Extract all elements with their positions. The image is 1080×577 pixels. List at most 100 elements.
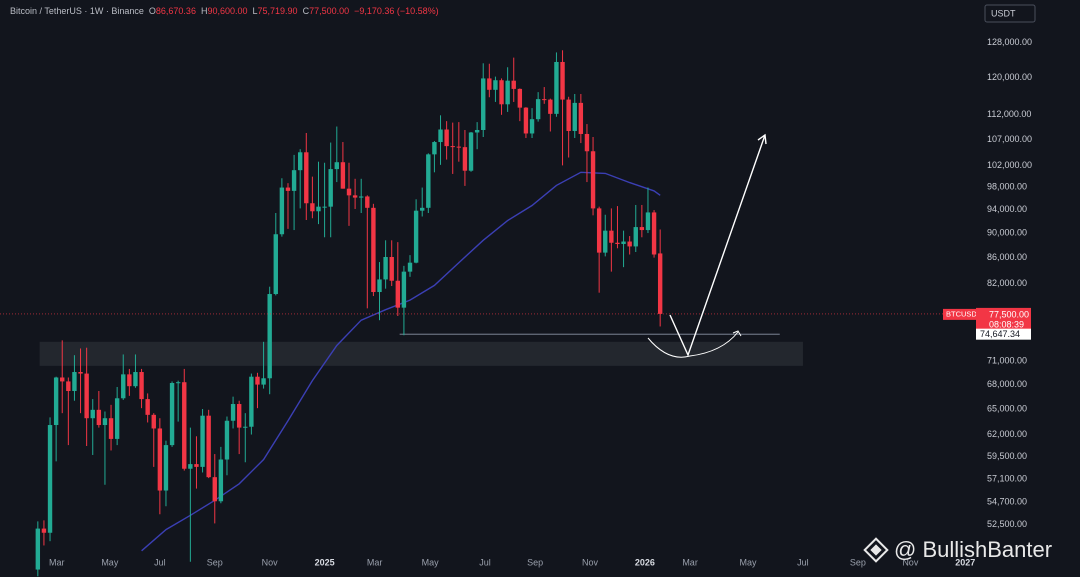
x-tick-label: 2027 [955,557,975,567]
x-tick-label: Sep [850,557,866,567]
y-tick-label: 128,000.00 [987,37,1032,47]
ohlc-value: 75,719.90 [257,6,298,16]
arrow-head [757,133,767,145]
candle-body [66,381,71,391]
candle-body [102,418,108,426]
candle-body [291,170,297,191]
candle-body [285,187,291,191]
watermark-text: @ BullishBanter [894,537,1052,562]
candle-body [328,169,333,207]
candle-body [53,377,59,426]
y-tick-label: 98,000.00 [987,181,1027,191]
candle-body [47,425,53,533]
ohlc-letter: O [148,6,156,16]
candle-body [182,382,187,469]
level-tag-text: 74,647.34 [980,329,1020,339]
candle-body [468,132,474,171]
candle-body [194,464,199,467]
candle-body [279,187,285,235]
candle-body [511,80,516,89]
candle-body [145,399,150,415]
y-tick-label: 86,000.00 [987,252,1027,262]
candle-body [474,129,480,133]
drawing-arrows [647,133,767,358]
arrow-head [732,330,742,337]
candle-body [133,372,138,387]
symbol-title: Bitcoin / TetherUS · 1W · Binance [10,6,144,16]
candle-body [108,418,114,439]
candle-body [566,99,571,131]
candle-body [157,428,163,491]
currency[interactable]: USDT [991,8,1016,18]
candle-body [230,404,236,421]
candle-body [297,152,303,171]
ohlc-letter: H [200,6,208,16]
candle-body [401,271,407,308]
x-tick-label: May [422,557,440,567]
level-tag [976,328,1031,340]
candle-body [310,203,315,212]
ohlc-value: 86,670.36 [155,6,196,16]
candle-body [420,207,425,211]
candle-body [383,257,388,280]
candle-body [584,133,590,152]
ohlc-letter: L [252,6,258,16]
candle-body [236,404,242,428]
curve-arrow [647,331,739,358]
moving-average [141,171,661,552]
y-tick-label: 120,000.00 [987,72,1032,82]
candle-body [413,210,419,263]
candle-body [481,78,486,130]
candle-body [78,372,83,374]
candle-body [249,376,254,427]
candle-body [218,459,224,502]
candle-body [627,241,632,247]
x-tick-label: May [740,557,758,567]
x-tick-label: 2025 [315,557,335,567]
plot-area: 128,000.00 120,000.00 112,000.00 107,000.00… [0,37,1032,577]
x-tick-label: Sep [527,557,543,567]
candle-body [645,212,651,231]
candle-body [96,409,102,426]
candle-body [548,99,553,114]
y-tick-label: 68,000.00 [987,379,1027,389]
candle-body [517,88,523,108]
x-tick-label: Jul [154,557,166,567]
candle-body [163,445,169,491]
candle-body [255,376,260,385]
candle-body [523,107,529,134]
x-tick-label: Mar [682,557,698,567]
candle-body [633,227,638,247]
countdown: 08:08:39 [989,319,1024,329]
x-tick-label: Jul [479,557,491,567]
y-tick-label: 62,000.00 [987,429,1027,439]
x-tick-label: Mar [367,557,383,567]
candle-body [114,398,120,439]
candle-body [554,61,559,114]
price-tag-value: 77,500.00 [989,309,1029,319]
candle-body [371,207,376,293]
candle-body [151,414,156,429]
candle-body [590,151,596,209]
x-tick-label: Nov [262,557,279,567]
x-tick-label: Jul [797,557,809,567]
currency-box[interactable] [984,4,1036,23]
candle-body [426,154,431,208]
y-tick-label: 59,500.00 [987,451,1027,461]
symbol-tag [943,308,976,320]
candle-body [261,378,266,385]
candle-body [359,196,364,198]
candle-body [334,162,339,170]
candle-body [188,464,193,469]
ohlc-letter: C [302,6,310,16]
candle-body [35,528,41,570]
candle-body [267,294,272,379]
support-zone [39,341,803,366]
candle-body [657,253,663,314]
x-tick-label: May [101,557,119,567]
candle-body [444,129,449,147]
y-tick-label: 94,000.00 [987,204,1027,214]
candle-body [493,80,498,90]
